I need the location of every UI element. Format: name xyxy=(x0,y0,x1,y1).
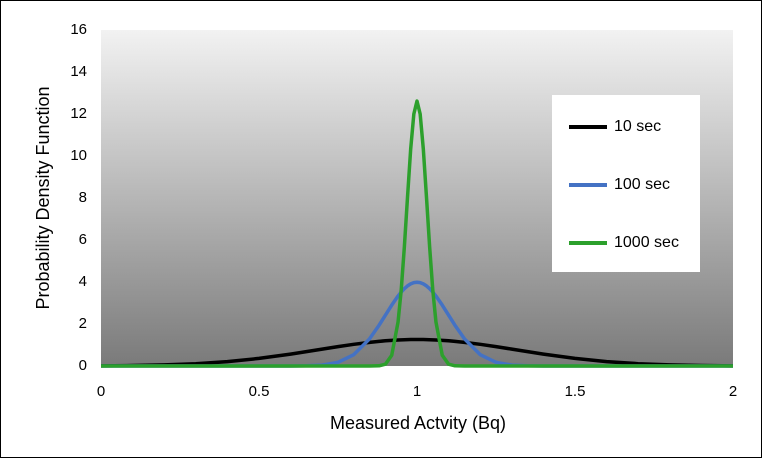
y-axis-label: Probability Density Function xyxy=(33,86,53,309)
data-line xyxy=(100,337,734,368)
y-tick-label: 2 xyxy=(79,315,87,332)
legend-label: 1000 sec xyxy=(614,234,679,251)
y-tick-label: 8 xyxy=(79,189,87,206)
y-tick-label: 6 xyxy=(79,231,87,248)
x-tick-label: 0.5 xyxy=(249,383,270,400)
y-tick-label: 12 xyxy=(70,105,87,122)
legend-label: 10 sec xyxy=(614,118,661,135)
data-line xyxy=(101,99,733,368)
y-tick-label: 0 xyxy=(79,357,87,374)
y-tick-label: 10 xyxy=(70,147,87,164)
x-tick-label: 0 xyxy=(97,383,105,400)
x-tick-label: 1 xyxy=(413,383,421,400)
y-tick-label: 4 xyxy=(79,273,87,290)
x-tick-label: 1.5 xyxy=(565,383,586,400)
y-tick-label: 16 xyxy=(70,21,87,38)
x-tick-label: 2 xyxy=(729,383,737,400)
legend-label: 100 sec xyxy=(614,176,670,193)
x-axis-label: Measured Actvity (Bq) xyxy=(330,413,506,433)
y-tick-label: 14 xyxy=(70,63,87,80)
